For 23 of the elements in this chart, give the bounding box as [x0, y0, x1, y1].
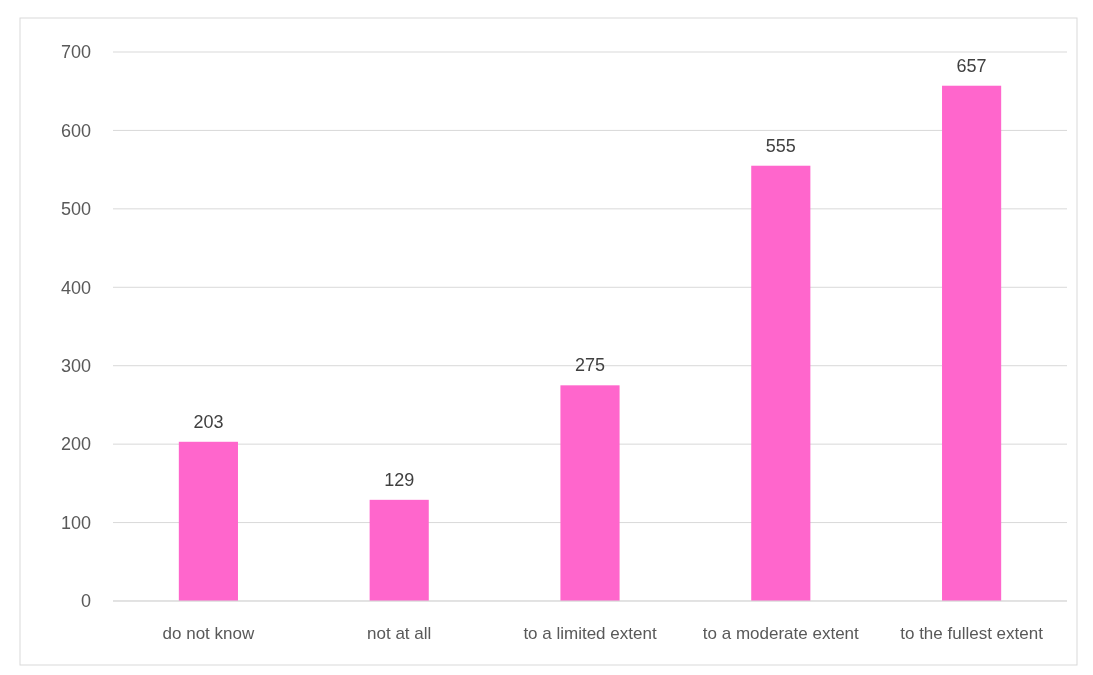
y-tick-label: 400 — [60, 277, 91, 298]
x-tick-label: to a limited extent — [523, 624, 657, 643]
x-tick-label: not at all — [367, 624, 432, 643]
data-label: 275 — [574, 355, 606, 376]
data-label: 203 — [193, 411, 224, 432]
bar — [369, 499, 429, 601]
y-tick-label: 700 — [60, 42, 91, 63]
bar — [560, 385, 620, 601]
data-label: 657 — [956, 55, 987, 76]
data-label: 129 — [384, 469, 415, 490]
y-tick-label: 600 — [60, 120, 91, 141]
bar — [942, 85, 1002, 601]
bar — [751, 165, 811, 601]
x-tick-label: do not know — [162, 624, 255, 643]
y-tick-label: 100 — [60, 512, 91, 533]
y-tick-label: 0 — [80, 591, 91, 612]
y-tick-label: 500 — [60, 199, 91, 220]
bar — [178, 441, 238, 601]
x-tick-label: to the fullest extent — [900, 624, 1044, 643]
y-tick-label: 200 — [60, 434, 91, 455]
data-label: 555 — [765, 135, 796, 156]
x-tick-label: to a moderate extent — [702, 624, 860, 643]
y-tick-label: 300 — [60, 356, 91, 377]
